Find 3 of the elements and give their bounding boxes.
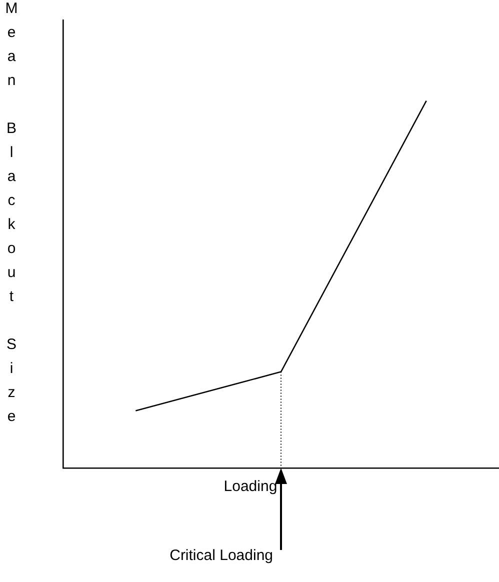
text: Critical Loading [170, 547, 273, 564]
y-axis-title: Mean Blackout Size [2, 0, 20, 432]
x-axis-title: Loading [224, 478, 278, 495]
